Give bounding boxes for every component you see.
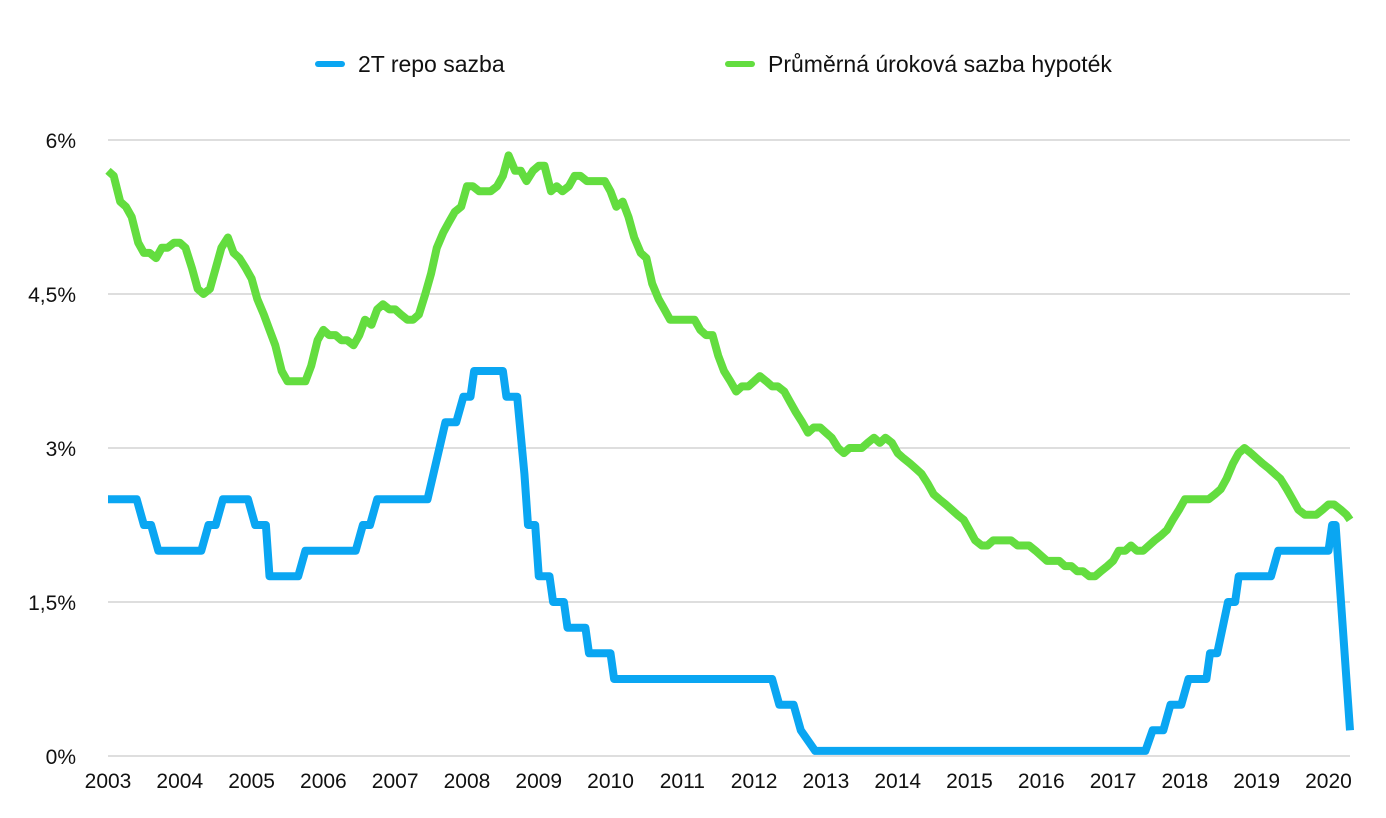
x-tick-label: 2003 <box>85 770 132 793</box>
legend-label-mortgage: Průměrná úroková sazba hypoték <box>768 51 1112 77</box>
x-tick-label: 2006 <box>300 770 347 793</box>
gridlines <box>108 139 1350 757</box>
x-axis-ticks: 2003 2004 2005 2006 2007 2008 2009 2010 2011 2012… <box>85 770 1352 793</box>
x-tick-label: 2007 <box>372 770 419 793</box>
y-tick-label: 6% <box>46 130 76 153</box>
legend-label-repo: 2T repo sazba <box>358 51 505 77</box>
x-tick-label: 2020 <box>1305 770 1352 793</box>
x-tick-label: 2014 <box>874 770 921 793</box>
series-lines <box>105 151 1354 755</box>
x-tick-label: 2017 <box>1090 770 1137 793</box>
y-tick-label: 4,5% <box>28 284 76 307</box>
x-tick-label: 2010 <box>587 770 634 793</box>
y-tick-label: 0% <box>46 746 76 769</box>
y-axis-ticks: 0% 1,5% 3% 4,5% 6% <box>28 130 76 769</box>
x-tick-label: 2011 <box>660 770 705 793</box>
x-tick-label: 2015 <box>946 770 993 793</box>
x-tick-label: 2012 <box>731 770 778 793</box>
series-line-repo-rate <box>108 367 1354 755</box>
y-tick-label: 1,5% <box>28 592 76 615</box>
x-tick-label: 2016 <box>1018 770 1065 793</box>
y-tick-label: 3% <box>46 438 76 461</box>
x-tick-label: 2005 <box>228 770 275 793</box>
x-tick-label: 2013 <box>803 770 850 793</box>
series-line-mortgage-rate <box>105 151 1354 581</box>
x-tick-label: 2008 <box>444 770 491 793</box>
x-tick-label: 2004 <box>156 770 203 793</box>
x-tick-label: 2018 <box>1162 770 1209 793</box>
legend: 2T repo sazba Průměrná úroková sazba hyp… <box>315 51 1112 77</box>
x-tick-label: 2009 <box>515 770 562 793</box>
x-tick-label: 2019 <box>1233 770 1280 793</box>
